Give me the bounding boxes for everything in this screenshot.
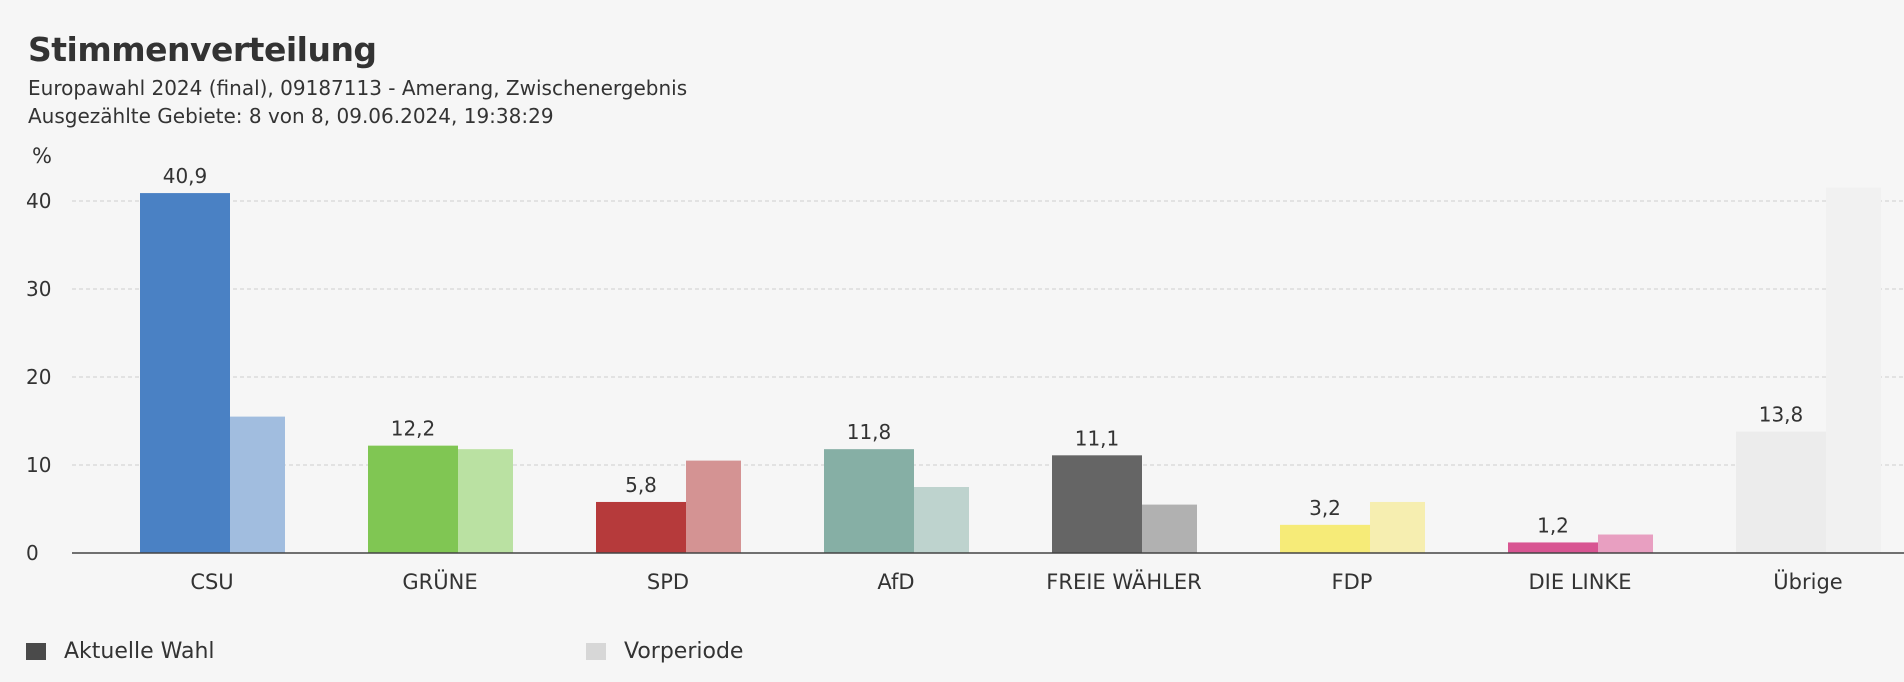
- data-label-3: 11,8: [847, 420, 892, 444]
- category-label-3: AfD: [877, 570, 914, 594]
- chart-subtitle-counted-areas: Ausgezählte Gebiete: 8 von 8, 09.06.2024…: [28, 104, 554, 128]
- category-label-4: FREIE WÄHLER: [1046, 569, 1201, 594]
- data-label-6: 1,2: [1537, 513, 1569, 537]
- bar-previous-6: [1598, 534, 1653, 553]
- bar-current-4: [1052, 455, 1142, 553]
- category-label-0: CSU: [190, 570, 233, 594]
- bar-previous-2: [686, 460, 741, 553]
- bar-previous-7: [1826, 187, 1881, 554]
- category-label-1: GRÜNE: [402, 569, 477, 594]
- bar-current-2: [596, 501, 686, 553]
- legend-label-current: Aktuelle Wahl: [64, 638, 215, 664]
- bar-current-0: [140, 193, 230, 553]
- bar-current-1: [368, 445, 458, 553]
- legend-swatch-previous: [586, 642, 606, 660]
- chart-title: Stimmenverteilung: [28, 30, 377, 69]
- bar-current-7: [1736, 431, 1826, 553]
- chart-subtitle-election: Europawahl 2024 (final), 09187113 - Amer…: [28, 76, 688, 100]
- data-label-4: 11,1: [1075, 426, 1120, 450]
- y-tick-label: 20: [26, 365, 51, 389]
- bar-previous-0: [230, 416, 285, 553]
- bar-current-3: [824, 449, 914, 553]
- legend-label-previous: Vorperiode: [624, 638, 744, 664]
- data-label-0: 40,9: [163, 164, 208, 188]
- data-label-1: 12,2: [391, 417, 436, 441]
- category-label-5: FDP: [1332, 570, 1373, 594]
- bar-previous-5: [1370, 501, 1425, 553]
- bar-current-6: [1508, 542, 1598, 553]
- bar-previous-4: [1142, 504, 1197, 553]
- legend-swatch-current: [26, 642, 46, 660]
- y-axis-label: %: [32, 144, 52, 168]
- y-tick-label: 0: [26, 541, 39, 565]
- bar-chart: 0 10 20 30 40% 40,9 CSU 12,2 GRÜNE 5,8 SPD 11,8 AfD 1…: [26, 144, 1904, 594]
- y-tick-label: 40: [26, 189, 51, 213]
- bar-current-5: [1280, 524, 1370, 553]
- y-tick-label: 30: [26, 277, 51, 301]
- category-label-7: Übrige: [1773, 569, 1842, 594]
- bar-previous-1: [458, 449, 513, 553]
- data-label-5: 3,2: [1309, 496, 1341, 520]
- legend-item-previous[interactable]: Vorperiode: [586, 637, 743, 665]
- category-label-6: DIE LINKE: [1529, 570, 1632, 594]
- legend-item-current[interactable]: Aktuelle Wahl: [26, 637, 215, 665]
- category-label-2: SPD: [647, 570, 689, 594]
- y-tick-label: 10: [26, 453, 51, 477]
- bar-previous-3: [914, 487, 969, 553]
- data-label-7: 13,8: [1759, 403, 1804, 427]
- data-label-2: 5,8: [625, 473, 657, 497]
